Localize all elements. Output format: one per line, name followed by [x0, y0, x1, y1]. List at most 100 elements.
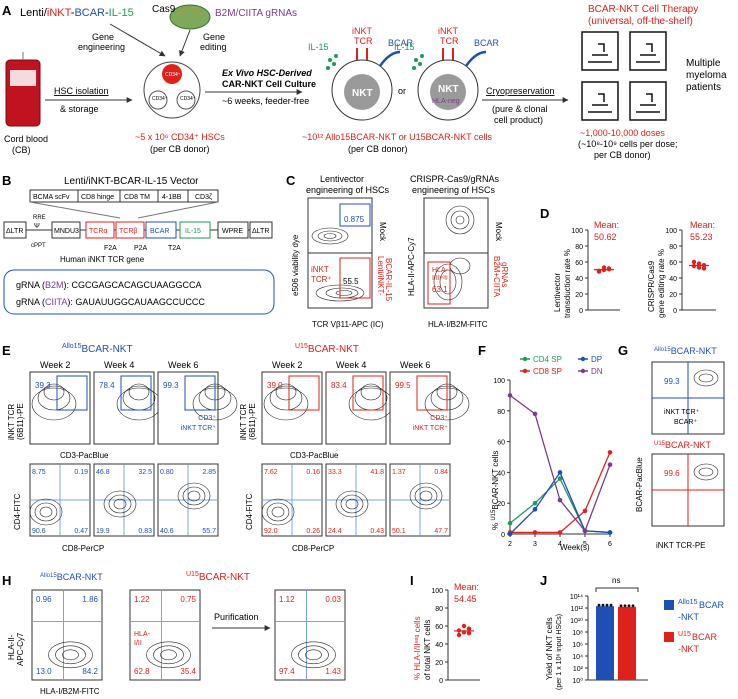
- e-allo-q-ll-0: 90.6: [32, 528, 46, 535]
- e-u15-q-ll-1: 24.4: [328, 528, 342, 535]
- f-legend-marker-dp: [580, 356, 586, 362]
- j-point-u15: [619, 604, 623, 608]
- e-u15-q-ul-1: 33.3: [328, 469, 342, 476]
- e-u15-bottom-contour: [335, 490, 369, 518]
- e-allo-bottom-contour: [34, 502, 58, 522]
- f-point-dp: [532, 507, 538, 512]
- e-bottom-ylabel-allo: CD4-FITC: [13, 493, 22, 530]
- g-ylabel: BCAR-PacBlue: [635, 457, 644, 512]
- e-allo-top-contour: [128, 383, 150, 401]
- f-point-dn: [607, 462, 613, 468]
- e-u15-top-contour: [263, 387, 309, 421]
- il15-vector-label: IL-15: [185, 228, 201, 235]
- storage-label: & storage: [60, 104, 99, 114]
- j-ytick-label-2: 10⁴: [572, 654, 583, 661]
- therapy-subtitle: (universal, off-the-shelf): [588, 16, 693, 27]
- e-u15-top-gate-0: [288, 375, 320, 411]
- cd8-tm-label: CD8 TM: [124, 194, 150, 201]
- d2-tick-label-100: 100: [665, 228, 677, 235]
- f-point-cd8: [607, 450, 613, 455]
- e-allo-week-label-0: Week 2: [40, 360, 70, 370]
- e-u15-q-ul-0: 7.62: [264, 469, 278, 476]
- or-label: or: [398, 86, 406, 96]
- e-allo-top-plot-2: [157, 371, 219, 445]
- h-u15-contour: [146, 641, 191, 669]
- panel-letter-h: H: [2, 573, 11, 588]
- e-u15-bottom-contour: [419, 490, 433, 502]
- lenti-side-label-2: BCAR-IL-15: [384, 258, 393, 302]
- panel-letter-d: D: [540, 206, 549, 221]
- c-left-ylabel: e506 viability dye: [291, 234, 300, 296]
- e-allo-cd3-label-1: CD3⁺: [198, 415, 216, 422]
- j-point-allo: [609, 603, 613, 607]
- bcar-label-1: BCAR: [388, 38, 414, 48]
- e-u15-top-value-2: 99.5: [395, 381, 411, 390]
- f-legend-marker-cd8: [522, 368, 528, 374]
- d2-points: [689, 259, 709, 271]
- bcar-vector-label: BCAR: [150, 228, 169, 235]
- e-allo-week-label-2: Week 6: [168, 360, 198, 370]
- j-legend-u15-3: -NKT: [678, 644, 699, 654]
- e-u15-top-value-0: 39.0: [267, 381, 283, 390]
- panel-letter-b: B: [2, 173, 11, 188]
- e-flow-plots: Week 2 39.3 8.75 0.19 90.6 0.47 Week 4 78.4 46.8…: [29, 360, 470, 537]
- i-ticks: 0 20 40 60 80 100: [431, 588, 448, 685]
- psi-label: Ψ: [34, 223, 40, 230]
- grna-ciita-sequence: gRNA (CIITA): GAUAUUGGCAUAAGCCUCCC: [16, 297, 205, 307]
- b2m-side-label-2: gRNAs: [500, 262, 509, 287]
- panel-c: C Lentivector engineering of HSCs CRISPR…: [286, 173, 509, 329]
- e-bottom-xlabel-allo: CD8-PerCP: [62, 544, 104, 553]
- j-ylabel-2: (per 1 x 10⁶ input HSCs): [556, 614, 563, 690]
- tcr-label-1: TCR: [354, 36, 373, 46]
- e-bottom-ylabel-u15: CD4-FITC: [245, 493, 254, 530]
- h-pur-contour: [291, 641, 336, 669]
- e-u15-top-contour: [275, 383, 297, 401]
- f-ytick-label-20: 20: [497, 501, 505, 508]
- panel-letter-f: F: [478, 343, 486, 358]
- e-u15-bottom-contour: [409, 482, 443, 510]
- cells-per-cb-label: (per CB donor): [348, 144, 408, 154]
- e-top-ylabel-1: iNKT TCR: [7, 404, 16, 440]
- d1-mean-label: Mean:: [594, 220, 619, 230]
- h-flow-plots: 0.96 1.86 13.0 84.2 1.22 0.75 62.8 35.4 1.12 0.03…: [31, 589, 346, 681]
- e-u15-q-ur-2: 0.84: [434, 469, 448, 476]
- panel-i: I 0 20 40 60 80 100 Mean: 54.45 % HLA-I/IIⁿᵉᵍ…: [410, 573, 480, 685]
- e-u15-q-ur-0: 0.16: [306, 469, 320, 476]
- panel-a: A Lenti/iNKT-BCAR-IL-15 Cas9 B2M/CIITA g…: [2, 3, 727, 160]
- wpre-label: WPRE: [222, 228, 243, 235]
- f-point-cd4: [532, 500, 538, 506]
- d1-points: [594, 265, 614, 274]
- lentivector-title-1: Lentivector: [320, 174, 364, 184]
- e-u15-top-contour: [360, 383, 382, 401]
- f-point-dn: [507, 393, 513, 398]
- panel-letter-c: C: [286, 173, 296, 188]
- f-ytick-label-40: 40: [497, 470, 505, 477]
- f-line-chart: 0 20 40 60 80 100 2 3 4 5 6 CD4 SP DP CD8 SP DN: [493, 355, 613, 548]
- cd34-red-cell-label: CD34⁺: [165, 72, 181, 78]
- arrow-gene-editing: [179, 29, 191, 57]
- gene-editing-label: Gene editing: [200, 32, 227, 52]
- j-point-allo: [605, 603, 609, 607]
- d2-tick-label-60: 60: [669, 260, 677, 267]
- nkt-label-1: NKT: [352, 88, 373, 99]
- cd34-cell-label-1: CD34⁺: [152, 96, 168, 102]
- h-pur-q-ll: 97.4: [279, 667, 295, 676]
- e-u15-bottom-contour: [271, 506, 285, 518]
- j-ylabel-1: Yield of NKT cells: [545, 617, 554, 680]
- gate-value-c-lenti: 55.5: [343, 277, 359, 286]
- e-u15-q-ul-2: 1.37: [392, 469, 406, 476]
- f-legend-label-cd4: CD4 SP: [533, 355, 562, 364]
- g-u15-title: U15BCAR-NKT: [654, 440, 712, 450]
- e-allo-q-ul-0: 8.75: [32, 469, 46, 476]
- e-u15-week-label-0: Week 2: [272, 360, 302, 370]
- p2a-label: P2A: [134, 245, 148, 252]
- e-u15-q-lr-0: 0.26: [306, 528, 320, 535]
- j-ytick-label-1: 10²: [573, 666, 584, 673]
- g-allo-title: Allo15BCAR-NKT: [654, 346, 717, 356]
- f-ytick-label-0: 0: [501, 532, 505, 539]
- 4-1bb-label: 4-1BB: [162, 194, 182, 201]
- h-pur-contour: [298, 645, 329, 665]
- j-legend-swatch-u15: [664, 632, 674, 642]
- panel-g: G Allo15BCAR-NKT 99.3 iNKT TCR⁺ BCAR⁺ U1…: [618, 343, 725, 550]
- j-legend-u15-2: BCAR: [692, 632, 718, 642]
